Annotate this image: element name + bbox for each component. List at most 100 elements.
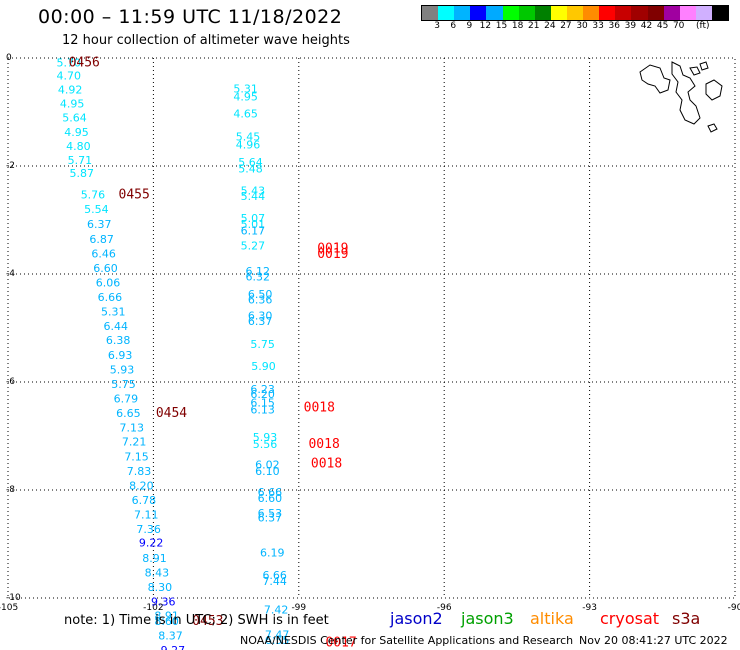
pass-time-label: 0019 (317, 247, 348, 262)
wave-height-value: 6.60 (93, 262, 118, 275)
legend-label: 18 (511, 21, 524, 31)
wave-height-value: 4.95 (64, 126, 89, 139)
wave-height-value: 6.37 (258, 511, 283, 524)
wave-height-value: 9.22 (139, 537, 164, 550)
legend-swatch (647, 6, 664, 20)
legend-label: 24 (544, 21, 556, 31)
wave-height-value: 9.27 (161, 644, 186, 650)
wave-height-value: 7.44 (262, 575, 287, 588)
wave-height-value: 5.75 (111, 378, 136, 391)
wave-height-value: 5.64 (238, 156, 263, 169)
wave-height-value: 8.43 (145, 566, 170, 579)
legend-swatch (518, 6, 535, 20)
island-outline (671, 61, 701, 125)
wave-height-value: 6.53 (258, 507, 283, 520)
wave-height-value: 7.36 (136, 523, 161, 536)
wave-height-value: 5.90 (251, 360, 276, 373)
footnote: note: 1) Time is in UTC; 2) SWH is in fe… (64, 613, 329, 628)
legend-swatch (502, 6, 519, 20)
pass-time-label: 0456 (69, 56, 100, 71)
legend-label: 6 (450, 21, 457, 31)
credit-line: NOAA/NESDIS Center for Satellite Applica… (240, 634, 574, 647)
legend-label: 39 (624, 21, 637, 31)
legend-label: 45 (656, 21, 669, 31)
wave-height-value: 6.79 (114, 393, 139, 406)
wave-height-value: 6.32 (245, 270, 270, 283)
wave-height-value: 6.60 (258, 492, 283, 505)
wave-height-value: 6.15 (250, 396, 274, 409)
wave-height-value: 5.31 (233, 83, 258, 96)
wave-height-value: 7.11 (134, 509, 159, 522)
island-outline (689, 66, 701, 76)
pass-time-label: 0455 (119, 187, 150, 202)
wave-height-value: 7.42 (264, 604, 289, 617)
wave-height-value: 6.10 (255, 465, 280, 478)
lat-tick-label: -2 (6, 161, 15, 171)
legend-label: 3 (434, 21, 440, 31)
legend-swatch (583, 6, 600, 20)
map-frame (7, 57, 736, 599)
lat-tick-label: 0 (6, 53, 12, 63)
island-outline (705, 79, 723, 101)
legend-swatch (438, 6, 455, 20)
pass-time-label: 0018 (304, 401, 335, 416)
wave-height-value: 4.95 (60, 98, 84, 111)
color-scale-legend (421, 5, 729, 21)
wave-height-value: 6.17 (241, 225, 266, 238)
wave-height-value: 5.70 (56, 57, 81, 70)
wave-height-value: 4.92 (58, 84, 83, 97)
wave-height-value: 5.64 (62, 112, 87, 125)
wave-height-value: 6.93 (108, 349, 133, 362)
island-outline (699, 61, 709, 71)
wave-height-value: 6.37 (87, 218, 112, 231)
wave-height-value: 5.54 (84, 203, 109, 216)
pass-time-label: 0453 (192, 614, 223, 629)
altimeter-tracks: 5.704.704.924.955.644.954.805.715.870456… (56, 56, 356, 650)
pass-time-label: 0018 (308, 437, 339, 452)
wave-height-value: 8.91 (142, 552, 167, 565)
wave-height-value: 5.27 (241, 240, 266, 253)
wave-height-value: 6.66 (258, 486, 283, 499)
wave-height-value: 5.44 (241, 190, 266, 203)
lat-tick-label: -6 (6, 377, 15, 387)
wave-height-value: 6.20 (250, 388, 274, 401)
wave-height-value: 6.66 (98, 291, 123, 304)
wave-height-value: 5.43 (241, 185, 266, 198)
lat-tick-label: -8 (6, 485, 15, 495)
wave-height-value: 5.45 (236, 131, 261, 144)
wave-height-value: 6.65 (116, 407, 140, 420)
legend-label: 12 (479, 21, 492, 31)
lon-tick-label: -105 (0, 603, 18, 613)
wave-height-value: 6.12 (245, 265, 270, 278)
lon-tick-label: -96 (437, 603, 452, 613)
generated-timestamp: Nov 20 08:41:27 UTC 2022 (579, 634, 728, 647)
legend-label: 21 (528, 21, 540, 31)
pass-time-label: 0017 (325, 636, 356, 650)
legend-label: 33 (592, 21, 604, 31)
legend-label: 15 (495, 21, 508, 31)
pass-time-label: 0018 (311, 456, 342, 471)
wave-height-value: 6.02 (255, 458, 280, 471)
wave-height-value: 5.93 (253, 431, 277, 444)
wave-height-value: 7.21 (122, 436, 147, 449)
wave-height-value: 5.75 (250, 338, 274, 351)
galapagos-coastline (639, 61, 723, 133)
satellite-label: cryosat (600, 609, 660, 628)
wave-height-value: 6.66 (262, 569, 287, 582)
island-outline (707, 123, 718, 133)
pass-time-label: 0454 (156, 406, 187, 421)
legend-swatch (711, 6, 729, 20)
map-subtitle: 12 hour collection of altimeter wave hei… (62, 33, 350, 48)
satellite-label: jason2 (390, 609, 443, 628)
wave-height-value: 7.15 (124, 450, 149, 463)
wave-height-value: 8.20 (129, 479, 154, 492)
wave-height-value: 5.07 (241, 212, 266, 225)
wave-height-value: 9.36 (151, 596, 176, 609)
wave-height-value: 4.96 (236, 139, 261, 152)
legend-swatch (615, 6, 632, 20)
wave-height-value: 8.60 (154, 615, 179, 628)
wave-height-value: 7.83 (127, 465, 152, 478)
legend-swatch (679, 6, 696, 20)
legend-swatch (663, 6, 680, 20)
wave-height-value: 5.76 (81, 188, 106, 201)
